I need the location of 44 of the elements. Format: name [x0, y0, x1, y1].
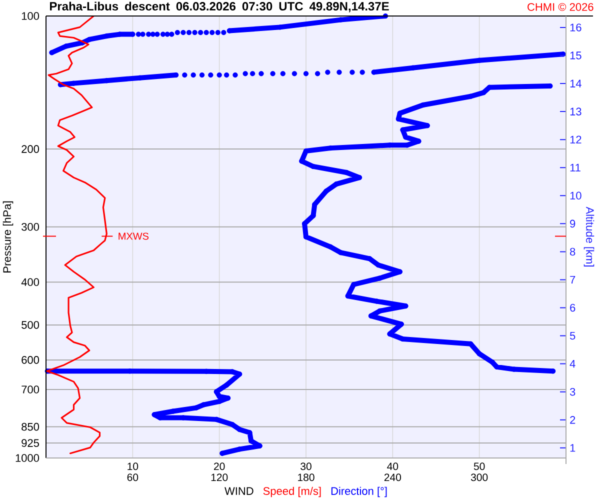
y-tick-label: 300 [22, 223, 40, 231]
text: CHMI © 2026 [528, 3, 594, 11]
y2-tick-label: 16 [570, 24, 582, 32]
y2-tick-label: 10 [570, 192, 582, 200]
y2-tick-label: 15 [570, 52, 582, 60]
x-tick-label: 20 [214, 462, 225, 470]
chart-title: Praha-Libus descent 06.03.2026 07:30 UTC 49.89N,14.37E [50, 2, 389, 12]
y2-tick-label: 4 [570, 360, 576, 368]
x-axis-title: WIND [224, 487, 254, 495]
y2-tick-label: 9 [570, 220, 576, 228]
x2-tick-label: 300 [470, 474, 488, 482]
x2-tick-label: 180 [298, 474, 314, 482]
y2-tick-label: 12 [570, 136, 582, 144]
y2-tick-label: 6 [570, 304, 576, 312]
y2-tick-label: 13 [570, 108, 582, 116]
y2-tick-label: 2 [570, 416, 576, 424]
y2-tick-label: 8 [570, 248, 576, 256]
y-axis-title: Pressure [hPa] [2, 201, 14, 272]
y2-tick-label: 7 [570, 276, 576, 284]
y2-tick-label: 14 [570, 80, 582, 88]
y2-tick-label: 5 [570, 332, 576, 340]
y-tick-label: 100 [22, 12, 40, 20]
y2-axis-title: Altitude [km] [584, 206, 594, 266]
text: Speed [m/s] [263, 486, 321, 498]
y-tick-label: 850 [22, 422, 40, 431]
x-tick-label: 40 [387, 462, 398, 470]
y-tick-label: 1000 [16, 454, 40, 462]
x-tick-label: 10 [128, 462, 138, 470]
y2-tick-label: 11 [570, 164, 580, 172]
x2-tick-label: 240 [384, 474, 402, 482]
y-tick-label: 925 [22, 439, 39, 447]
x2-tick-label: 60 [127, 474, 138, 482]
x-tick-label: 50 [474, 462, 485, 470]
y2-tick-label: 1 [570, 444, 576, 452]
y-tick-label: 200 [22, 145, 40, 153]
annotation: MXWS [118, 232, 149, 240]
y-tick-label: 400 [21, 278, 40, 286]
y2-tick-label: 3 [570, 388, 576, 396]
y-tick-label: 700 [22, 386, 40, 394]
y-tick-label: 500 [22, 321, 40, 329]
y-tick-label: 600 [22, 356, 40, 364]
text: Direction [°] [331, 486, 387, 498]
x-tick-label: 30 [300, 462, 312, 470]
x2-tick-label: 120 [211, 474, 228, 482]
